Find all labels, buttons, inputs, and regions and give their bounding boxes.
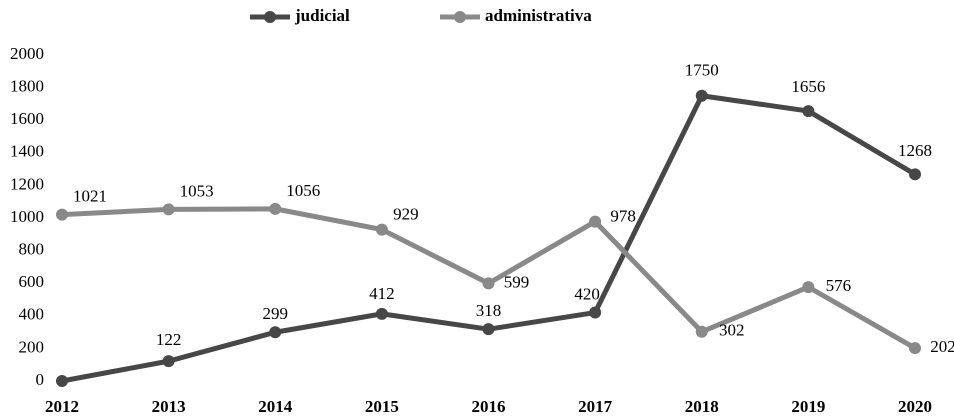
data-label: 929 bbox=[393, 204, 419, 223]
point bbox=[375, 307, 388, 320]
data-label: 302 bbox=[719, 321, 745, 340]
point bbox=[269, 326, 282, 339]
point bbox=[482, 323, 495, 336]
point bbox=[56, 208, 68, 221]
data-label: 299 bbox=[263, 304, 289, 323]
point bbox=[909, 342, 921, 355]
y-tick-label: 600 bbox=[19, 272, 45, 291]
point bbox=[482, 277, 495, 290]
y-tick-label: 1600 bbox=[10, 109, 44, 128]
x-tick-label: 2013 bbox=[152, 397, 186, 416]
point bbox=[162, 203, 175, 216]
x-tick-label: 2020 bbox=[898, 397, 932, 416]
x-tick-label: 2019 bbox=[791, 397, 825, 416]
point bbox=[589, 215, 602, 228]
data-label: 1056 bbox=[286, 181, 320, 200]
point bbox=[802, 105, 815, 118]
legend-label: administrativa bbox=[485, 6, 592, 25]
data-label: 1053 bbox=[180, 181, 214, 200]
series-line bbox=[61, 93, 917, 384]
data-label: 1021 bbox=[73, 186, 107, 205]
y-tick-label: 1200 bbox=[10, 174, 44, 193]
point bbox=[695, 325, 708, 338]
y-tick-label: 1800 bbox=[10, 77, 44, 96]
y-tick-label: 2000 bbox=[10, 44, 44, 63]
data-label: 318 bbox=[476, 301, 502, 320]
y-tick-label: 800 bbox=[19, 240, 45, 259]
data-label: 1656 bbox=[791, 77, 825, 96]
point bbox=[375, 223, 388, 236]
point bbox=[695, 89, 708, 102]
legend-marker bbox=[264, 11, 276, 23]
data-label: 978 bbox=[610, 206, 636, 225]
legend-marker bbox=[454, 11, 466, 23]
data-label: 1750 bbox=[685, 61, 719, 80]
y-tick-label: 200 bbox=[19, 337, 45, 356]
data-label: 1268 bbox=[898, 141, 932, 160]
data-label: 599 bbox=[504, 272, 530, 291]
point bbox=[56, 375, 68, 387]
y-tick-label: 0 bbox=[36, 370, 45, 389]
data-label: 202 bbox=[930, 337, 954, 356]
x-tick-label: 2015 bbox=[365, 397, 399, 416]
data-label: 420 bbox=[574, 284, 600, 303]
point bbox=[909, 168, 921, 181]
x-tick-label: 2012 bbox=[45, 397, 79, 416]
x-tick-label: 2014 bbox=[258, 397, 293, 416]
point bbox=[269, 202, 282, 215]
point bbox=[589, 306, 602, 319]
y-tick-label: 1000 bbox=[10, 207, 44, 226]
data-label: 576 bbox=[826, 276, 852, 295]
data-label: 412 bbox=[369, 284, 395, 303]
point bbox=[162, 355, 175, 368]
y-tick-label: 1400 bbox=[10, 142, 44, 161]
x-tick-label: 2018 bbox=[685, 397, 719, 416]
x-tick-label: 2017 bbox=[578, 397, 613, 416]
x-tick-label: 2016 bbox=[472, 397, 506, 416]
data-label: 122 bbox=[156, 330, 182, 349]
point bbox=[802, 281, 815, 294]
y-tick-label: 400 bbox=[19, 305, 45, 324]
legend-label: judicial bbox=[294, 6, 350, 25]
